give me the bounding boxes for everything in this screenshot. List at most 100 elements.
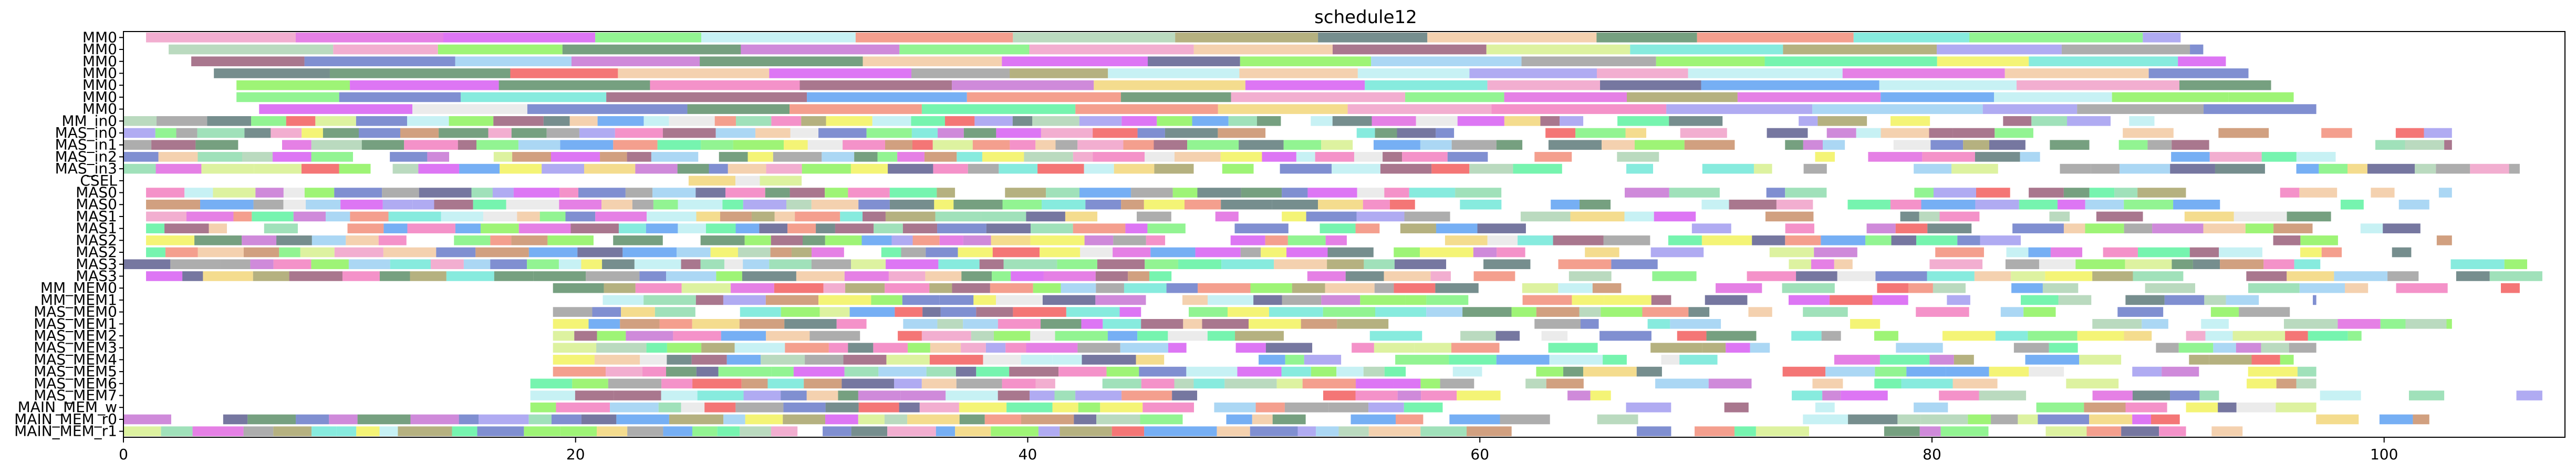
schedule-bar — [1368, 402, 1404, 413]
schedule-bar — [1409, 188, 1456, 198]
schedule-bar — [804, 378, 842, 389]
schedule-bar — [784, 318, 837, 329]
schedule-bar — [805, 355, 844, 365]
schedule-bar — [625, 188, 653, 198]
schedule-bar — [1669, 116, 1723, 126]
schedule-bar — [996, 128, 1041, 138]
schedule-bar — [2276, 402, 2317, 413]
schedule-bar — [1272, 414, 1306, 425]
schedule-bar — [651, 152, 699, 162]
schedule-bar — [2215, 163, 2265, 174]
schedule-bar — [710, 247, 738, 258]
schedule-bar — [1302, 378, 1356, 389]
schedule-bar — [1436, 223, 1478, 233]
schedule-bar — [1522, 295, 1572, 305]
schedule-bar — [639, 271, 667, 281]
schedule-bar — [2029, 56, 2178, 67]
schedule-bar — [802, 163, 851, 174]
schedule-bar — [697, 390, 744, 400]
schedule-bar — [1551, 199, 1580, 210]
schedule-bar — [877, 152, 898, 162]
schedule-bar — [1937, 56, 2029, 67]
schedule-bar — [911, 128, 938, 138]
schedule-bar — [872, 116, 911, 126]
chart-title: schedule12 — [1314, 7, 1417, 28]
schedule-bar — [1035, 378, 1055, 389]
schedule-bar — [302, 163, 339, 174]
schedule-bar — [2006, 247, 2029, 258]
schedule-bar — [1975, 152, 2020, 162]
schedule-bar — [527, 259, 559, 270]
schedule-bar — [1830, 295, 1873, 305]
schedule-bar — [621, 307, 655, 317]
schedule-bar — [1207, 331, 1235, 341]
schedule-bar — [165, 247, 198, 258]
schedule-bar — [379, 426, 398, 436]
schedule-bar — [273, 259, 311, 270]
schedule-bar — [851, 259, 886, 270]
schedule-bar — [1187, 140, 1239, 150]
schedule-bar — [1114, 163, 1155, 174]
schedule-bar — [795, 211, 840, 222]
schedule-bar — [2084, 402, 2126, 413]
schedule-bar — [701, 140, 733, 150]
schedule-bar — [392, 163, 419, 174]
schedule-bar — [1451, 140, 1497, 150]
schedule-bar — [346, 235, 379, 245]
schedule-bar — [759, 223, 788, 233]
y-tick-label: MAS2 — [76, 243, 117, 261]
schedule-bar — [998, 318, 1041, 329]
schedule-bar — [1235, 343, 1266, 353]
schedule-bar — [1124, 283, 1167, 293]
schedule-bar — [574, 331, 597, 341]
schedule-bar — [1093, 152, 1145, 162]
schedule-bar — [1073, 223, 1126, 233]
schedule-bar — [866, 128, 912, 138]
schedule-bar — [1975, 199, 2019, 210]
schedule-bar — [2276, 378, 2297, 389]
schedule-bar — [2003, 116, 2032, 126]
schedule-bar — [213, 188, 256, 198]
schedule-bar — [1920, 414, 1968, 425]
y-tick-label: MAIN_MEM_r0 — [14, 410, 117, 428]
schedule-bar — [2029, 188, 2064, 198]
schedule-bar — [1144, 426, 1173, 436]
schedule-bar — [1916, 307, 1969, 317]
schedule-bar — [2184, 211, 2234, 222]
schedule-bar — [2360, 223, 2383, 233]
schedule-bar — [1496, 140, 1523, 150]
schedule-bar — [2179, 80, 2271, 90]
schedule-bar — [398, 426, 452, 436]
schedule-bar — [1195, 247, 1241, 258]
schedule-bar — [926, 247, 958, 258]
schedule-bar — [2017, 80, 2179, 90]
schedule-bar — [1125, 223, 1148, 233]
x-tick-label: 20 — [566, 446, 585, 463]
schedule-bar — [1228, 116, 1257, 126]
schedule-bar — [643, 116, 669, 126]
schedule-bar — [849, 307, 895, 317]
schedule-bar — [696, 211, 720, 222]
schedule-bar — [2092, 318, 2142, 329]
schedule-bar — [1726, 343, 1750, 353]
schedule-bar — [1789, 259, 1812, 270]
schedule-bar — [1701, 235, 1752, 245]
schedule-bar — [1002, 199, 1042, 210]
schedule-bar — [1363, 366, 1385, 377]
schedule-bar — [2213, 343, 2236, 353]
schedule-bar — [885, 211, 936, 222]
schedule-bar — [1963, 140, 1989, 150]
schedule-bar — [1558, 283, 1593, 293]
schedule-bar — [995, 295, 1043, 305]
schedule-bar — [155, 163, 202, 174]
schedule-bar — [306, 199, 341, 210]
schedule-bar — [1058, 366, 1107, 377]
schedule-bar — [1877, 283, 1908, 293]
schedule-bar — [1265, 343, 1313, 353]
schedule-bar — [921, 331, 971, 341]
schedule-bar — [838, 390, 858, 400]
schedule-bar — [1782, 366, 1826, 377]
schedule-bar — [2211, 426, 2243, 436]
schedule-bar — [1097, 259, 1145, 270]
schedule-bar — [2085, 223, 2124, 233]
